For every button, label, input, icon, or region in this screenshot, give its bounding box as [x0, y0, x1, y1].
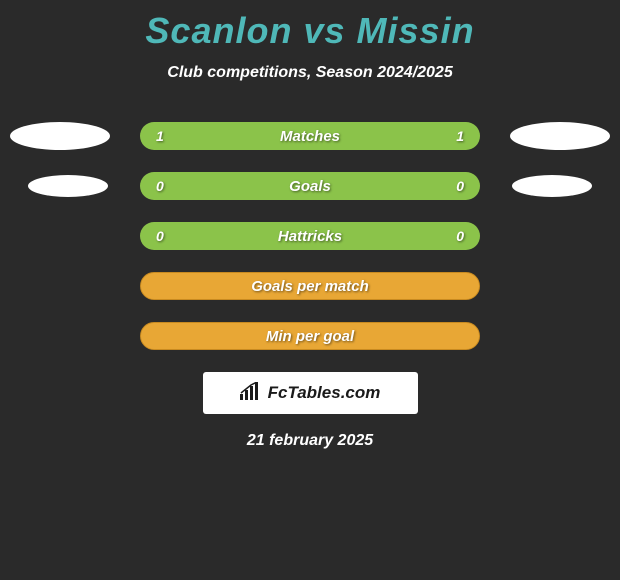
stat-label: Goals per match — [251, 278, 369, 295]
stat-label: Hattricks — [278, 228, 342, 245]
brand-name: FcTables.com — [268, 383, 381, 403]
ellipse-left-0 — [10, 122, 110, 150]
stat-row-hattricks: 0 Hattricks 0 — [0, 222, 620, 250]
vs-text: vs — [303, 10, 345, 51]
stat-label: Goals — [289, 178, 331, 195]
stat-bar-mpg: Min per goal — [140, 322, 480, 350]
ellipse-left-1 — [28, 175, 108, 197]
stat-bar-gpm: Goals per match — [140, 272, 480, 300]
stat-bar-hattricks: 0 Hattricks 0 — [140, 222, 480, 250]
ellipse-right-1 — [512, 175, 592, 197]
main-container: Scanlon vs Missin Club competitions, Sea… — [0, 0, 620, 460]
stat-right-value: 0 — [456, 178, 464, 194]
stat-label: Matches — [280, 128, 340, 145]
stat-right-value: 1 — [456, 128, 464, 144]
subtitle: Club competitions, Season 2024/2025 — [0, 64, 620, 82]
stat-left-value: 1 — [156, 128, 164, 144]
date-text: 21 february 2025 — [0, 432, 620, 450]
stat-row-goals: 0 Goals 0 — [0, 172, 620, 200]
stat-row-matches: 1 Matches 1 — [0, 122, 620, 150]
player2-name: Missin — [357, 10, 475, 51]
ellipse-right-0 — [510, 122, 610, 150]
stat-bar-goals: 0 Goals 0 — [140, 172, 480, 200]
stat-left-value: 0 — [156, 228, 164, 244]
player1-name: Scanlon — [145, 10, 292, 51]
stat-left-value: 0 — [156, 178, 164, 194]
stat-right-value: 0 — [456, 228, 464, 244]
stat-row-gpm: Goals per match — [0, 272, 620, 300]
page-title: Scanlon vs Missin — [0, 10, 620, 52]
stat-row-mpg: Min per goal — [0, 322, 620, 350]
stat-label: Min per goal — [266, 328, 354, 345]
stat-bar-matches: 1 Matches 1 — [140, 122, 480, 150]
chart-icon — [240, 382, 262, 405]
brand-box[interactable]: FcTables.com — [203, 372, 418, 414]
